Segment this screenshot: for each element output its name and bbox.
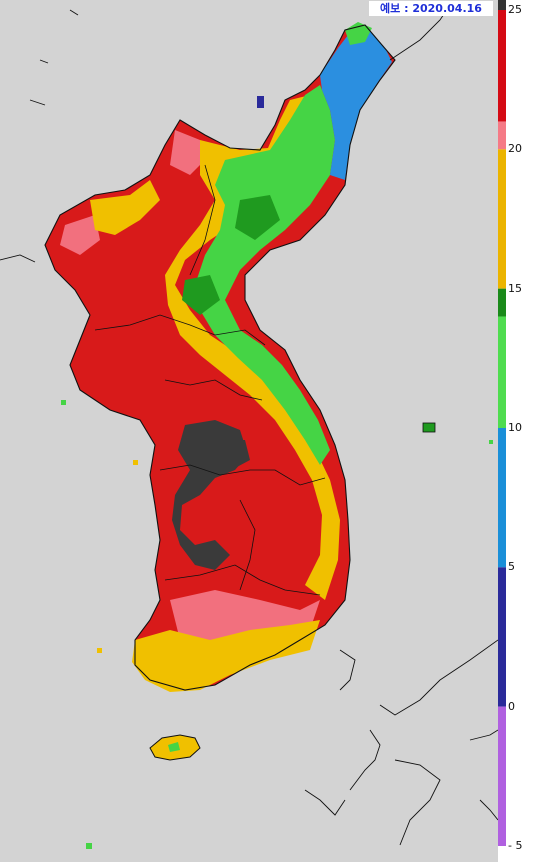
colorbar-tick-label: - 5 (508, 839, 523, 852)
pink-patch-north (170, 130, 205, 175)
colorbar-tick-label: 10 (508, 421, 522, 434)
colorbar-band-6 (498, 567, 506, 707)
colorbar-tick-label: 5 (508, 560, 515, 574)
colorbar-tick-label: 20 (508, 142, 522, 156)
yellow-belt-west (90, 180, 160, 235)
pink-patch-west (60, 215, 100, 255)
ulleung-island (422, 422, 436, 433)
colorbar-tick-label: 15 (508, 281, 522, 295)
temperature-map: 예보 : 2020.04.16 (0, 0, 499, 862)
green-mountain-region (195, 85, 335, 465)
yellow-belt-central (165, 95, 340, 600)
dark-green-patch-2 (182, 275, 220, 315)
colorbar-band-4 (498, 316, 506, 428)
map-canvas (0, 4, 498, 849)
colorbar-tick-label: 0 (508, 699, 515, 713)
small-island-northwest (257, 96, 264, 108)
colorbar-band-2 (498, 149, 506, 289)
blue-northeast-region (320, 28, 392, 180)
forecast-date-label: 예보 : 2020.04.16 (369, 1, 493, 16)
colorbar-band-3 (498, 288, 506, 317)
colorbar-band-1 (498, 121, 506, 150)
colorbar-over-cap (498, 0, 506, 10)
province-boundaries (94, 164, 326, 596)
colorbar-band-0 (498, 10, 506, 122)
jeju-island-center (168, 742, 180, 752)
small-island-east (489, 440, 493, 444)
neighboring-coastlines (0, 4, 498, 846)
small-island-south (86, 843, 92, 849)
colorbar-band-7 (498, 706, 506, 846)
colorbar-strip (498, 0, 506, 846)
small-island-southwest (97, 648, 102, 653)
dark-green-patch-1 (235, 195, 280, 240)
small-island-west-2 (133, 460, 138, 465)
colorbar-tick-label: 25 (508, 3, 522, 16)
peninsula-coastline (44, 24, 396, 691)
temperature-colorbar: 25 20 15 10 5 0 - 5 (498, 0, 536, 862)
colorbar-band-5 (498, 428, 506, 568)
over-25-region-east (220, 440, 250, 468)
small-island-west-1 (61, 400, 66, 405)
yellow-belt-south (132, 620, 320, 692)
